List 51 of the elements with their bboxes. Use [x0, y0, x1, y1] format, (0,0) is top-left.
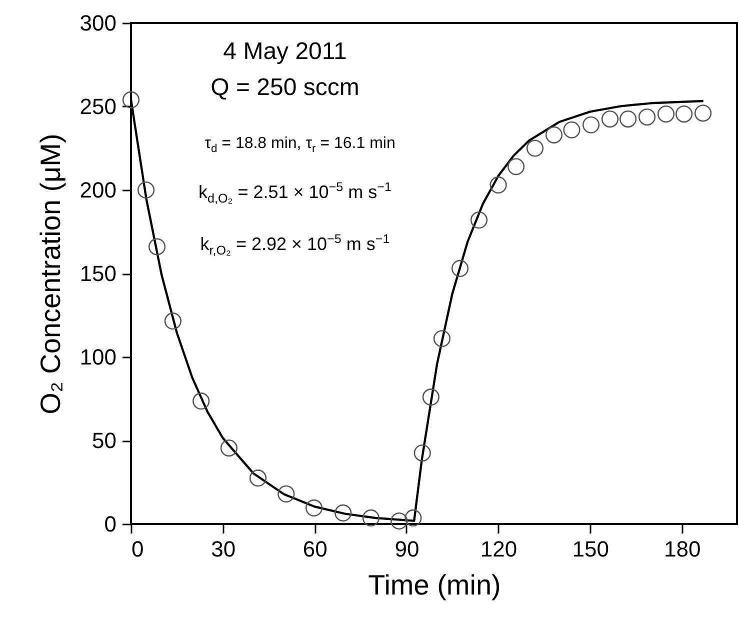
y-tick-label: 200: [80, 178, 116, 202]
y-tick-label: 250: [80, 94, 116, 119]
point: [390, 512, 408, 530]
x-tick-label: 180: [664, 536, 701, 562]
x-tick-label: 60: [302, 536, 328, 562]
x-axis-title: Time (min): [368, 570, 501, 600]
point: [545, 126, 563, 144]
y-axis-title: O₂ Concentration (μM): [34, 134, 66, 414]
point: [582, 116, 600, 134]
point: [451, 260, 469, 278]
annotation: k$_{d,O₂}$ = 2.51 × 10$^{−5}$ m s$^{−1}$: [198, 180, 392, 206]
x-tick-label: 90: [394, 536, 420, 562]
x-tick-label: 0: [132, 536, 144, 562]
point: [414, 444, 431, 462]
annotation: k$_{r,O₂}$ = 2.92 × 10$^{−5}$ m s$^{−1}$: [200, 232, 390, 258]
x-tick-label: 30: [211, 536, 236, 562]
point: [249, 470, 267, 487]
point: [334, 504, 352, 522]
point: [305, 499, 323, 517]
point: [148, 238, 166, 256]
point: [422, 388, 440, 406]
annotation: τ$_{d}$ = 18.8 min, τ$_{r}$ = 16.1 min: [204, 135, 396, 156]
point: [137, 181, 155, 199]
x-tick-label: 120: [480, 536, 518, 562]
point: [362, 509, 380, 527]
point: [563, 121, 580, 138]
point: [122, 91, 140, 108]
point: [470, 212, 488, 229]
y-tick-label: 100: [80, 344, 116, 370]
point: [278, 485, 295, 502]
y-tick-label: 300: [80, 10, 116, 36]
point: [220, 439, 238, 457]
point: [526, 140, 544, 157]
x-tick-label: 150: [572, 536, 609, 562]
point: [490, 176, 507, 194]
point: [638, 108, 656, 126]
y-tick-label: 0: [104, 512, 116, 536]
point: [694, 104, 712, 122]
point: [601, 110, 619, 128]
point: [192, 392, 210, 410]
point: [404, 509, 422, 527]
y-tick-label: 50: [92, 428, 116, 453]
annotation: Q = 250 sccm: [210, 74, 360, 102]
point: [164, 312, 182, 330]
point: [675, 105, 693, 123]
point: [433, 330, 451, 348]
point: [507, 158, 525, 176]
point: [657, 105, 675, 123]
annotation: 4 May 2011: [223, 38, 347, 66]
point: [619, 110, 637, 128]
y-tick-label: 150: [80, 261, 116, 286]
